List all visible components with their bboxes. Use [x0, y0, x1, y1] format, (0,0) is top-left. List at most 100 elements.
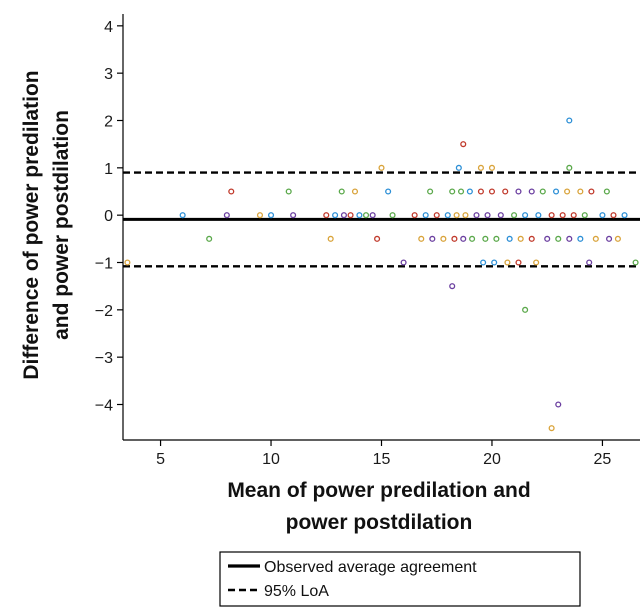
data-point: [515, 188, 522, 195]
data-point: [528, 188, 535, 195]
data-point: [290, 212, 297, 219]
data-point: [267, 212, 275, 219]
data-point: [462, 212, 469, 219]
data-point: [564, 188, 571, 195]
x-tick-label: 10: [262, 451, 280, 468]
y-tick-label: 3: [104, 66, 113, 83]
data-point: [533, 259, 540, 266]
data-point: [577, 188, 584, 195]
data-point: [581, 212, 588, 219]
data-point: [497, 212, 504, 219]
data-point: [552, 188, 560, 195]
data-point: [285, 188, 292, 195]
data-point: [493, 235, 500, 242]
data-point: [124, 259, 131, 266]
data-point: [535, 212, 542, 219]
data-point: [566, 235, 573, 242]
data-point: [480, 259, 487, 266]
data-point: [338, 188, 345, 195]
data-point: [570, 212, 577, 219]
data-point: [555, 235, 562, 242]
data-point: [484, 212, 491, 219]
data-point: [418, 235, 425, 242]
legend-box: [219, 551, 581, 607]
data-point: [566, 117, 573, 124]
data-point: [504, 259, 511, 266]
data-points: [124, 117, 639, 432]
data-point: [206, 235, 213, 242]
data-point: [411, 212, 418, 219]
y-axis-title-line-1: Difference of power predilation: [20, 70, 43, 379]
data-point: [453, 212, 460, 219]
data-point: [488, 188, 496, 195]
data-point: [522, 212, 529, 219]
data-point: [528, 235, 535, 242]
data-point: [599, 212, 606, 219]
data-point: [385, 188, 392, 195]
data-point: [603, 188, 610, 195]
data-point: [422, 212, 429, 219]
data-point: [469, 235, 476, 242]
y-tick-label: 1: [104, 161, 113, 178]
y-axis-title-line-2: and power postdilation: [50, 110, 73, 340]
data-point: [444, 212, 451, 219]
data-point: [351, 188, 359, 195]
data-point: [327, 235, 334, 242]
data-point: [429, 235, 436, 242]
y-tick-label: −4: [95, 398, 113, 415]
y-tick-label: 4: [104, 19, 113, 36]
data-point: [606, 235, 613, 242]
data-point: [473, 212, 480, 219]
data-point: [369, 212, 376, 219]
x-tick-label: 25: [594, 451, 612, 468]
data-point: [256, 212, 264, 219]
x-axis: 5 10 15 20 25: [123, 439, 640, 468]
data-point: [179, 212, 186, 219]
data-point: [544, 235, 551, 242]
data-point: [610, 212, 617, 219]
y-tick-label: −3: [95, 350, 113, 367]
data-point: [389, 212, 396, 219]
data-point: [555, 401, 562, 408]
reference-lines: [123, 171, 640, 268]
data-point: [340, 212, 347, 219]
data-point: [440, 235, 447, 242]
data-point: [506, 235, 513, 242]
data-point: [449, 188, 456, 195]
data-point: [347, 212, 354, 219]
data-point: [427, 188, 434, 195]
data-point: [362, 212, 370, 219]
data-point: [592, 235, 599, 242]
data-point: [548, 425, 555, 432]
data-point: [502, 188, 509, 195]
data-point: [588, 188, 595, 195]
x-axis-title-line-1: Mean of power predilation and: [227, 479, 530, 502]
data-point: [378, 164, 385, 171]
data-point: [449, 283, 456, 290]
data-point: [477, 188, 484, 195]
data-point: [491, 259, 498, 266]
y-axis: 4 3 2 1 0 −1 −2 −3 −4: [95, 14, 124, 440]
y-tick-label: −1: [95, 256, 113, 273]
legend: Observed average agreement 95% LoA: [219, 551, 581, 607]
data-point: [515, 259, 522, 266]
x-tick-label: 5: [156, 451, 165, 468]
y-tick-label: 2: [104, 114, 113, 131]
data-point: [477, 164, 484, 171]
data-point: [539, 188, 546, 195]
data-point: [522, 306, 529, 313]
data-point: [586, 259, 593, 266]
data-point: [228, 188, 235, 195]
data-point: [460, 235, 467, 242]
legend-label-loa: 95% LoA: [264, 583, 329, 600]
data-point: [374, 235, 381, 242]
data-point: [455, 164, 462, 171]
data-point: [621, 212, 628, 219]
x-tick-label: 20: [483, 451, 501, 468]
data-point: [632, 259, 639, 266]
data-point: [323, 212, 330, 219]
data-point: [577, 235, 584, 242]
data-point: [433, 212, 440, 219]
data-point: [566, 164, 573, 171]
